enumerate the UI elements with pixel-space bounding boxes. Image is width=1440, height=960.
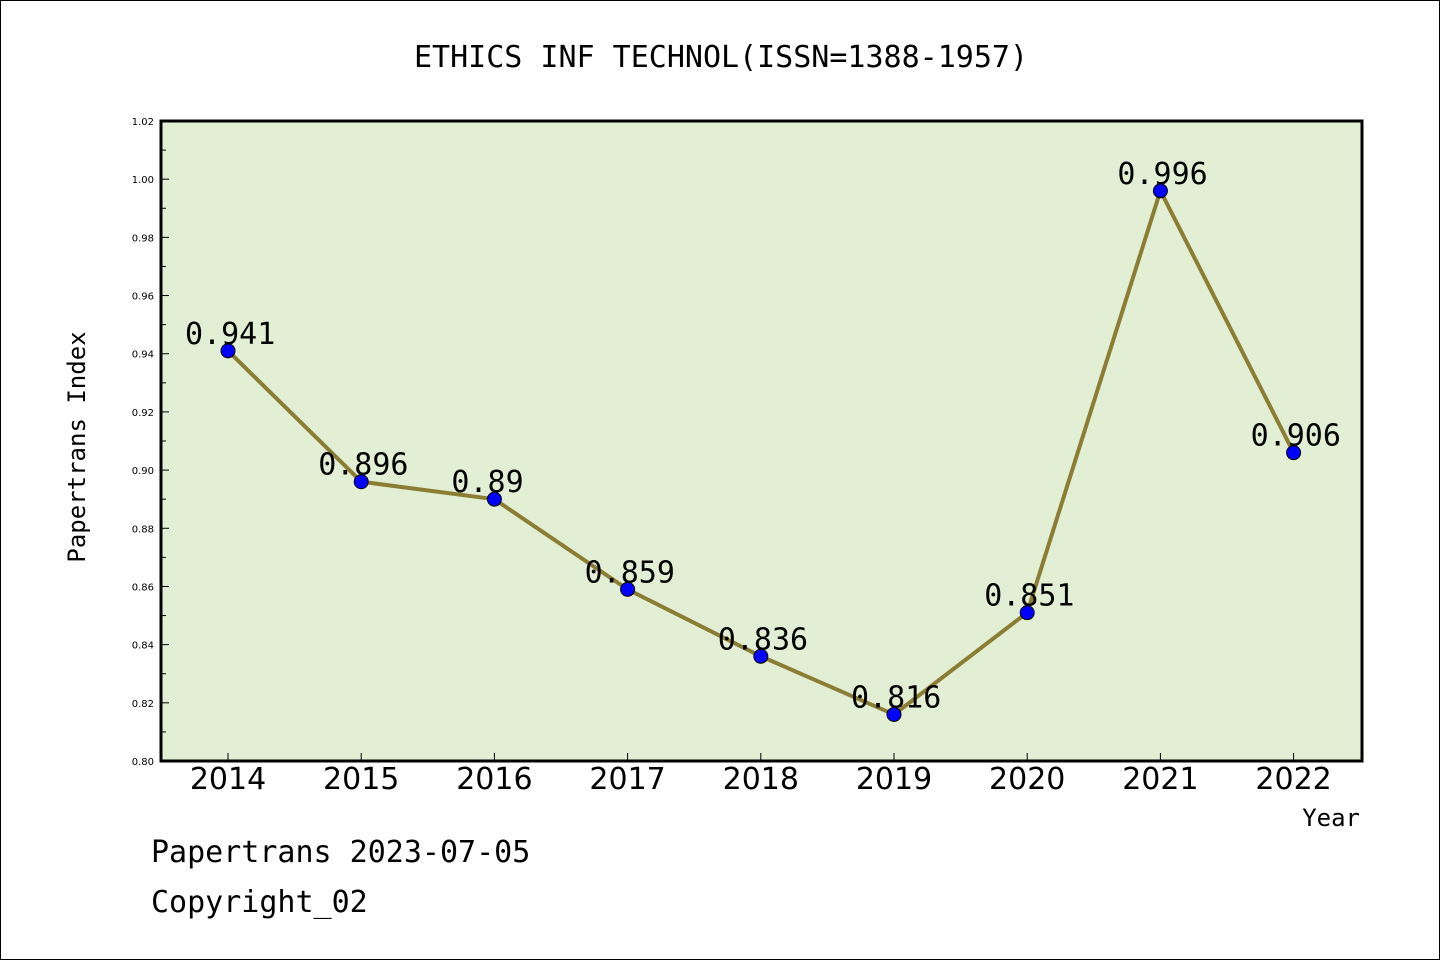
x-tick-label: 2016 xyxy=(456,762,532,797)
x-axis-label: Year xyxy=(1302,804,1360,832)
y-axis-label: Papertrans Index xyxy=(63,331,91,562)
data-label: 0.906 xyxy=(1251,419,1341,454)
data-label: 0.941 xyxy=(185,317,275,352)
y-tick-label: 0.90 xyxy=(132,466,154,477)
y-tick-label: 1.02 xyxy=(132,117,154,128)
y-tick-label: 0.84 xyxy=(132,641,154,652)
x-tick-label: 2018 xyxy=(723,762,799,797)
y-tick-label: 0.80 xyxy=(132,757,154,768)
data-point xyxy=(353,474,369,490)
data-label: 0.859 xyxy=(585,555,675,590)
y-tick-label: 0.88 xyxy=(132,524,154,535)
x-tick-label: 2019 xyxy=(856,762,932,797)
data-label: 0.836 xyxy=(718,622,808,657)
x-tick-label: 2020 xyxy=(989,762,1065,797)
x-axis: 2014 2015 2016 2017 2018 2019 2020 2021 2022 xyxy=(190,753,1332,797)
data-point xyxy=(620,581,636,597)
x-tick-label: 2021 xyxy=(1122,762,1198,797)
data-point xyxy=(1286,445,1302,461)
data-point xyxy=(220,343,236,359)
data-point xyxy=(753,648,769,664)
x-tick-label: 2015 xyxy=(323,762,399,797)
data-point xyxy=(886,706,902,722)
x-tick-label: 2014 xyxy=(190,762,266,797)
data-label: 0.851 xyxy=(984,579,1074,614)
y-tick-label: 0.94 xyxy=(132,350,154,361)
y-tick-label: 1.00 xyxy=(132,175,154,186)
data-label: 0.89 xyxy=(451,465,523,500)
footer-date: Papertrans 2023-07-05 xyxy=(151,835,531,870)
data-labels: 0.941 0.896 0.89 0.859 0.836 0.816 0.851 0.996 0… xyxy=(185,157,1341,716)
y-tick-label: 0.92 xyxy=(132,408,154,419)
plot-area xyxy=(159,119,1364,763)
y-tick-label: 0.82 xyxy=(132,699,154,710)
y-tick-label: 0.98 xyxy=(132,233,154,244)
data-label: 0.996 xyxy=(1117,157,1207,192)
y-tick-label: 0.86 xyxy=(132,582,154,593)
y-tick-label: 0.96 xyxy=(132,292,154,303)
x-tick-label: 2022 xyxy=(1255,762,1331,797)
series-markers xyxy=(220,183,1302,722)
data-point xyxy=(1019,605,1035,621)
data-label: 0.816 xyxy=(851,680,941,715)
data-point xyxy=(1152,183,1168,199)
data-label: 0.896 xyxy=(318,448,408,483)
x-tick-label: 2017 xyxy=(589,762,665,797)
chart-title: ETHICS INF TECHNOL(ISSN=1388-1957) xyxy=(414,40,1028,75)
data-point xyxy=(486,491,502,507)
y-axis: 0.80 0.82 0.84 0.86 0.88 0.90 0.92 0.94 0.96 0.98… xyxy=(132,117,169,768)
footer-copyright: Copyright_02 xyxy=(151,885,368,920)
